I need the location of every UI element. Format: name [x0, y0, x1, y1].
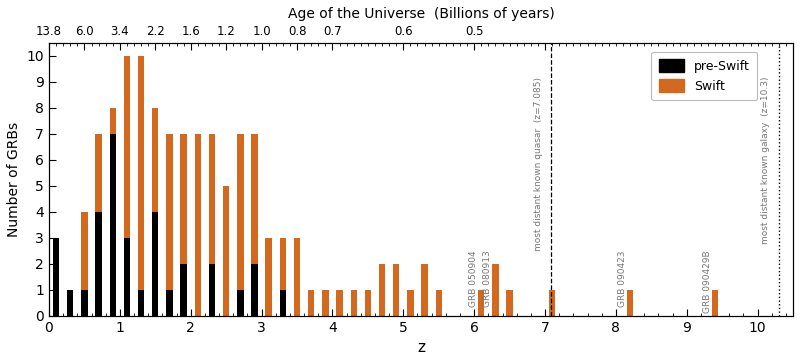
- Bar: [336, 290, 342, 316]
- Bar: [549, 290, 555, 316]
- Text: GRB 080913: GRB 080913: [483, 251, 492, 307]
- Bar: [492, 264, 498, 316]
- Bar: [110, 134, 116, 316]
- Text: most distant known galaxy  (z=10.3): most distant known galaxy (z=10.3): [762, 76, 770, 244]
- Bar: [322, 290, 329, 316]
- Bar: [82, 212, 88, 316]
- Bar: [365, 290, 371, 316]
- Bar: [435, 290, 442, 316]
- Text: GRB 090429B: GRB 090429B: [702, 251, 711, 313]
- Bar: [166, 134, 173, 316]
- Bar: [194, 134, 201, 316]
- Bar: [407, 290, 414, 316]
- Bar: [152, 212, 158, 316]
- Text: most distant known quasar  (z=7.085): most distant known quasar (z=7.085): [534, 76, 542, 251]
- Bar: [627, 290, 634, 316]
- Bar: [237, 290, 243, 316]
- Text: GRB 050904: GRB 050904: [469, 251, 478, 307]
- Bar: [67, 290, 74, 316]
- Bar: [181, 264, 187, 316]
- X-axis label: z: z: [417, 340, 425, 355]
- Bar: [379, 264, 386, 316]
- Bar: [223, 186, 230, 316]
- Bar: [82, 290, 88, 316]
- Bar: [53, 238, 59, 316]
- Bar: [280, 238, 286, 316]
- Y-axis label: Number of GRBs: Number of GRBs: [7, 122, 21, 237]
- Bar: [53, 238, 59, 316]
- Bar: [138, 290, 144, 316]
- Bar: [95, 212, 102, 316]
- Bar: [95, 134, 102, 316]
- Legend: pre-Swift, Swift: pre-Swift, Swift: [651, 52, 757, 100]
- Bar: [422, 264, 428, 316]
- Bar: [251, 264, 258, 316]
- Bar: [393, 264, 399, 316]
- Bar: [308, 290, 314, 316]
- Bar: [110, 108, 116, 316]
- Bar: [237, 134, 243, 316]
- Bar: [251, 134, 258, 316]
- Bar: [124, 56, 130, 316]
- Bar: [350, 290, 357, 316]
- Text: GRB 090423: GRB 090423: [618, 251, 626, 307]
- X-axis label: Age of the Universe  (Billions of years): Age of the Universe (Billions of years): [288, 7, 554, 21]
- Bar: [166, 290, 173, 316]
- Bar: [280, 290, 286, 316]
- Bar: [67, 290, 74, 316]
- Bar: [294, 238, 300, 316]
- Bar: [152, 108, 158, 316]
- Bar: [124, 238, 130, 316]
- Bar: [266, 238, 272, 316]
- Bar: [138, 56, 144, 316]
- Bar: [209, 134, 215, 316]
- Bar: [209, 264, 215, 316]
- Bar: [478, 290, 485, 316]
- Bar: [181, 134, 187, 316]
- Bar: [506, 290, 513, 316]
- Bar: [712, 290, 718, 316]
